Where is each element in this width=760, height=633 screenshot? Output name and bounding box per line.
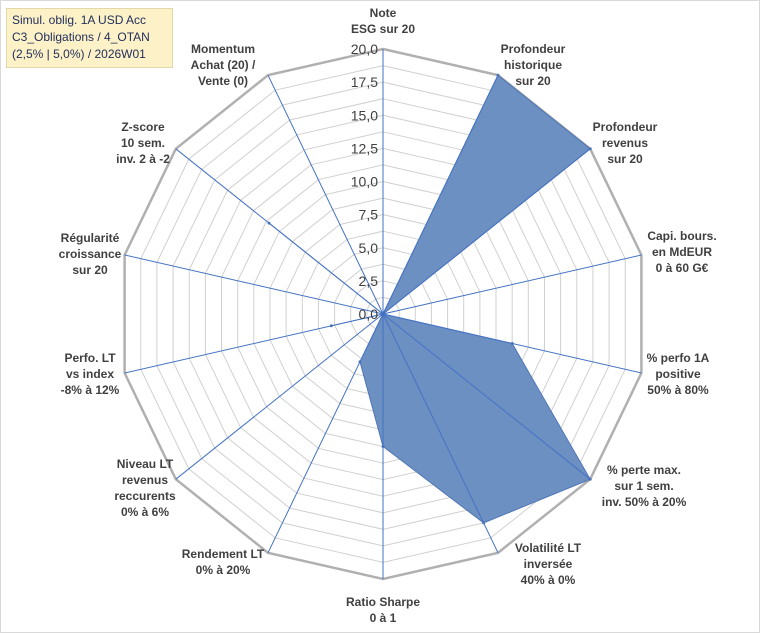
radar-axis-label: -8% à 12%	[61, 383, 120, 397]
radar-axis-label: Z-score	[121, 120, 165, 134]
radar-spoke	[124, 254, 384, 315]
radar-axis-label: sur 20	[515, 74, 551, 88]
chart-title-line-2: C3_Obligations / 4_OTAN	[12, 30, 150, 44]
radar-axis-label: Vente (0)	[198, 74, 248, 88]
radar-axis-label: 0 à 1	[370, 611, 397, 625]
radar-spoke	[382, 74, 499, 315]
radar-axis-label: 0% à 20%	[196, 563, 251, 577]
radar-axis-label: % perfo 1A	[647, 351, 710, 365]
radar-tick-label: 0,0	[359, 306, 379, 322]
radar-spoke	[382, 313, 642, 374]
radar-axis-label: sur 20	[72, 263, 108, 277]
radar-axis-label: Ratio Sharpe	[346, 595, 420, 609]
chart-title-line-1: Simul. oblig. 1A USD Acc	[12, 13, 147, 27]
radar-axis-label: en MdEUR	[652, 245, 712, 259]
radar-axis-label: Niveau LT	[117, 457, 174, 471]
radar-spoke	[382, 148, 591, 315]
radar-axis-label: 40% à 0%	[521, 573, 576, 587]
radar-spoke	[382, 313, 499, 554]
radar-axis-label: sur 20	[607, 152, 643, 166]
radar-axis-label: croissance	[59, 247, 122, 261]
radar-tick-label: 10,0	[351, 174, 378, 190]
radar-axis-label: 0 à 60 G€	[656, 261, 709, 275]
radar-axis-label: ESG sur 20	[351, 22, 415, 36]
radar-tick-label: 12,5	[351, 140, 378, 156]
radar-axis-label: Profondeur	[593, 120, 658, 134]
radar-axis-label: Rendement LT	[182, 547, 265, 561]
radar-axis-label: Note	[370, 6, 397, 20]
radar-spoke	[175, 313, 384, 480]
radar-tick-label: 20,0	[351, 41, 378, 57]
radar-axis-label: sur 1 sem.	[614, 479, 673, 493]
radar-spoke	[267, 74, 384, 315]
radar-axis-label: positive	[655, 367, 701, 381]
radar-axis-label: inv. 50% à 20%	[602, 495, 687, 509]
radar-axis-label: 0% à 6%	[121, 505, 169, 519]
radar-tick-label: 2,5	[359, 273, 379, 289]
radar-axis-label: inversée	[524, 557, 573, 571]
radar-axis-label: Profondeur	[501, 42, 566, 56]
chart-title-line-3: (2,5% | 5,0%) / 2026W01	[12, 47, 146, 61]
radar-spoke	[175, 148, 384, 315]
radar-tick-label: 15,0	[351, 107, 378, 123]
radar-axis-label: revenus	[122, 473, 168, 487]
radar-tick-label: 5,0	[359, 240, 379, 256]
chart-title-box: Simul. oblig. 1A USD Acc C3_Obligations …	[6, 8, 173, 68]
radar-axis-label: 50% à 80%	[647, 383, 709, 397]
radar-axis-label: vs index	[66, 367, 114, 381]
radar-tick-label: 17,5	[351, 74, 378, 90]
radar-axis-label: Volatilité LT	[515, 541, 582, 555]
radar-spoke	[267, 313, 384, 554]
radar-tick-label: 7,5	[359, 207, 379, 223]
radar-axis-label: historique	[504, 58, 562, 72]
radar-axis-label: Capi. bours.	[647, 229, 716, 243]
radar-spoke	[382, 313, 591, 480]
radar-spoke	[124, 313, 384, 374]
radar-axis-label: Momentum	[191, 42, 255, 56]
radar-axis-label: Perfo. LT	[64, 351, 116, 365]
radar-axis-label: Achat (20) /	[191, 58, 256, 72]
radar-axis-label: inv. 2 à -2	[116, 152, 170, 166]
radar-axis-label: Régularité	[61, 231, 120, 245]
radar-axis-label: reccurents	[114, 489, 176, 503]
radar-axis-label: % perte max.	[607, 463, 681, 477]
radar-axis-label: revenus	[602, 136, 648, 150]
radar-axis-label: 10 sem.	[121, 136, 165, 150]
radar-spoke	[382, 254, 642, 315]
